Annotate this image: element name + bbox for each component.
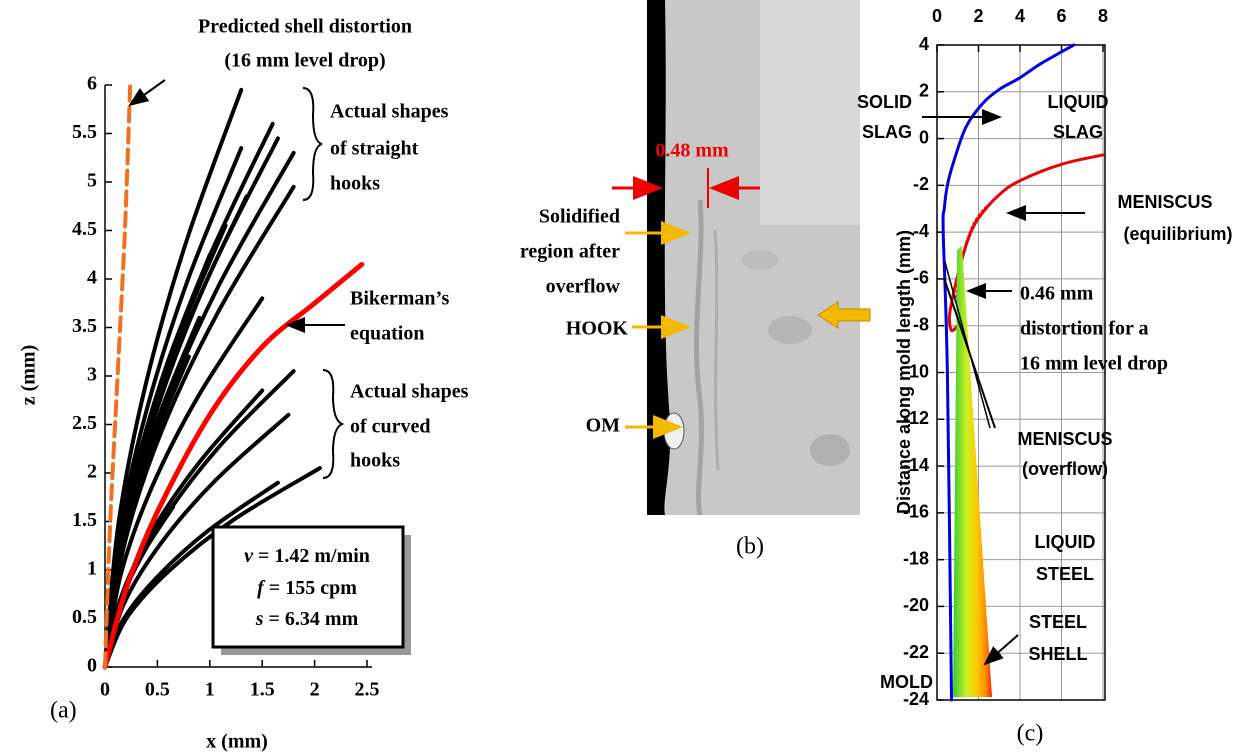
y-tick-label: 2 bbox=[919, 81, 929, 101]
y-tick-label: -12 bbox=[903, 408, 929, 428]
x-tick-label: 0 bbox=[932, 6, 942, 26]
page: {"chart_data":[ {"type":"line","panel_la… bbox=[0, 0, 1253, 755]
annotation: SLAG bbox=[1053, 122, 1103, 142]
annotation: 0.48 mm bbox=[655, 140, 729, 162]
annotation: Bikerman’s bbox=[350, 288, 449, 310]
micrograph-region bbox=[760, 0, 860, 225]
annotation: HOOK bbox=[566, 318, 629, 340]
y-tick-label: -4 bbox=[913, 221, 929, 241]
x-tick-label: 0.5 bbox=[145, 679, 170, 701]
value: = 1.42 m/min bbox=[258, 545, 370, 567]
y-tick-label: -20 bbox=[903, 595, 929, 615]
y-tick-label: -10 bbox=[903, 361, 929, 381]
annotation: (equilibrium) bbox=[1124, 224, 1233, 244]
brace bbox=[323, 370, 342, 478]
panel-a: Predicted shell distortion (16 mm level … bbox=[18, 16, 469, 753]
x-tick-label: 1.5 bbox=[250, 679, 275, 701]
annotation: SOLID bbox=[857, 92, 912, 112]
y-tick-label: 4 bbox=[919, 34, 929, 54]
panel-c: SOLID SLAG LIQUID SLAG MENISCUS (equilib… bbox=[857, 6, 1233, 747]
y-tick-label: -24 bbox=[903, 689, 929, 709]
texture bbox=[810, 434, 850, 466]
y-tick-label: 1.5 bbox=[72, 509, 97, 531]
annotation: hooks bbox=[350, 450, 400, 472]
annotation: equation bbox=[350, 323, 424, 345]
brace bbox=[303, 88, 322, 200]
annotation: OM bbox=[586, 415, 621, 437]
annotation: hooks bbox=[330, 173, 380, 195]
y-tick-label: 2.5 bbox=[72, 412, 97, 434]
annotation: MENISCUS bbox=[1117, 192, 1212, 212]
texture bbox=[742, 250, 778, 270]
x-tick-label: 2 bbox=[310, 679, 320, 701]
annotation: STEEL bbox=[1029, 612, 1087, 632]
annotation: 16 mm level drop bbox=[1020, 353, 1168, 375]
y-tick-label: -2 bbox=[913, 174, 929, 194]
annotation: of straight bbox=[330, 138, 419, 160]
symbol: f bbox=[257, 577, 266, 599]
panel-label: (a) bbox=[50, 698, 77, 724]
symbol: v bbox=[244, 545, 254, 567]
y-tick-label: 3.5 bbox=[72, 315, 97, 337]
x-tick-label: 6 bbox=[1056, 6, 1066, 26]
annotation: (overflow) bbox=[1022, 459, 1108, 479]
x-tick-label: 2.5 bbox=[355, 679, 380, 701]
figure: Predicted shell distortion (16 mm level … bbox=[0, 0, 1253, 755]
y-tick-label: 3 bbox=[87, 364, 97, 386]
arrow bbox=[130, 80, 165, 105]
y-axis-label: z (mm) bbox=[18, 345, 40, 406]
y-tick-label: 0 bbox=[87, 655, 97, 677]
panel-label: (c) bbox=[1017, 721, 1044, 747]
box-line: v = 1.42 m/min bbox=[244, 545, 370, 567]
box-line: s = 6.34 mm bbox=[255, 608, 359, 630]
texture bbox=[768, 316, 812, 344]
annotation: 0.46 mm bbox=[1020, 283, 1094, 305]
y-tick-label: 0.5 bbox=[72, 606, 97, 628]
y-tick-label: -8 bbox=[913, 314, 929, 334]
y-tick-label: -14 bbox=[903, 455, 929, 475]
x-tick-label: 8 bbox=[1098, 6, 1108, 26]
x-tick-label: 2 bbox=[973, 6, 983, 26]
value: = 155 cpm bbox=[269, 577, 357, 599]
panel-label: (b) bbox=[736, 534, 764, 560]
y-tick-label: 0 bbox=[919, 127, 929, 147]
annotation: SHELL bbox=[1028, 644, 1087, 664]
box-line: f = 155 cpm bbox=[257, 577, 357, 599]
y-tick-label: 2 bbox=[87, 461, 97, 483]
x-tick-label: 4 bbox=[1015, 6, 1025, 26]
annotation: Actual shapes bbox=[330, 101, 449, 123]
x-axis-label: x (mm) bbox=[206, 731, 268, 753]
annotation: SLAG bbox=[862, 122, 912, 142]
y-tick-label: 6 bbox=[87, 73, 97, 95]
annotation: distortion for a bbox=[1020, 318, 1149, 340]
panel-b: 0.48 mm Solidified region after overflow… bbox=[520, 0, 870, 560]
oscillation-mark bbox=[664, 413, 684, 449]
annotation: Actual shapes bbox=[350, 381, 469, 403]
y-tick-label: 4 bbox=[87, 267, 97, 289]
x-tick-label: 0 bbox=[100, 679, 110, 701]
y-tick-label: -22 bbox=[903, 642, 929, 662]
y-tick-label: 4.5 bbox=[72, 218, 97, 240]
y-tick-label: -6 bbox=[913, 268, 929, 288]
annotation: Solidified bbox=[539, 206, 620, 228]
y-tick-label: 5.5 bbox=[72, 121, 97, 143]
annotation: region after bbox=[520, 241, 620, 263]
annotation: MENISCUS bbox=[1017, 429, 1112, 449]
annotation: Predicted shell distortion bbox=[198, 16, 412, 38]
arrow bbox=[985, 635, 1018, 664]
annotation: LIQUID bbox=[1035, 532, 1096, 552]
annotation: overflow bbox=[546, 276, 621, 298]
y-tick-label: 1 bbox=[87, 558, 97, 580]
annotation: of curved bbox=[350, 416, 431, 438]
annotation: (16 mm level drop) bbox=[224, 50, 385, 72]
y-tick-label: -18 bbox=[903, 548, 929, 568]
annotation: LIQUID bbox=[1048, 92, 1109, 112]
value: = 6.34 mm bbox=[269, 608, 359, 630]
x-tick-label: 1 bbox=[205, 679, 215, 701]
y-tick-label: -16 bbox=[903, 502, 929, 522]
y-tick-label: 5 bbox=[87, 170, 97, 192]
annotation: STEEL bbox=[1036, 564, 1094, 584]
symbol: s bbox=[255, 608, 264, 630]
